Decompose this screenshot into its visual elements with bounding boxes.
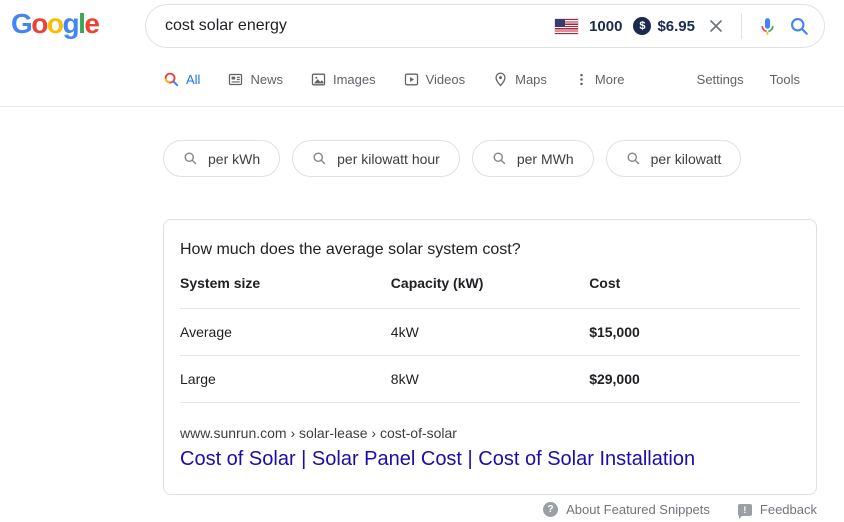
cell-cost: $15,000 — [589, 308, 800, 356]
feedback-icon — [737, 503, 752, 519]
search-input[interactable] — [165, 17, 556, 35]
price-badge: $6.95 — [657, 17, 695, 35]
search-icon — [493, 152, 506, 165]
table-header-capacity: Capacity (kW) — [390, 265, 590, 309]
image-icon — [311, 73, 326, 85]
search-icon — [313, 152, 326, 165]
chip-per-kwh[interactable]: per kWh — [163, 140, 281, 177]
logo-letter: o — [46, 8, 64, 39]
colored-search-icon — [164, 72, 179, 86]
chip-label: per MWh — [516, 150, 574, 167]
result-tabs-bar: All News Images Videos — [0, 52, 844, 107]
tab-videos[interactable]: Videos — [403, 71, 466, 88]
tab-label: Videos — [425, 71, 466, 87]
search-header: Google 1000 $6.95 — [0, 0, 844, 52]
voice-search-mic-icon[interactable] — [757, 16, 778, 37]
chip-label: per kWh — [208, 150, 261, 167]
chip-label: per kilowatt hour — [337, 150, 440, 167]
related-search-chips: per kWh per kilowatt hour per MWh per ki… — [0, 107, 844, 177]
tab-label: News — [250, 71, 283, 87]
chip-per-kilowatt-hour[interactable]: per kilowatt hour — [292, 140, 460, 177]
tab-news[interactable]: News — [227, 71, 283, 88]
logo-letter: e — [84, 8, 100, 39]
cell-capacity: 8kW — [390, 355, 590, 403]
tab-label: All — [186, 71, 201, 87]
settings-menu[interactable]: Settings — [696, 71, 744, 87]
tab-label: Maps — [515, 71, 547, 87]
snippet-question: How much does the average solar system c… — [180, 241, 521, 258]
more-vert-icon — [580, 73, 583, 85]
tab-label: More — [594, 71, 625, 87]
logo-letter: l — [78, 8, 86, 39]
featured-snippet-card: How much does the average solar system c… — [163, 219, 817, 495]
us-flag-icon — [555, 18, 579, 34]
clear-search-icon[interactable] — [706, 16, 726, 36]
search-icon — [184, 152, 197, 165]
tab-more[interactable]: More — [574, 72, 625, 87]
tools-menu[interactable]: Tools — [769, 71, 800, 87]
tab-all[interactable]: All — [163, 71, 200, 88]
feedback-label: Feedback — [759, 502, 817, 517]
about-label: About Featured Snippets — [566, 502, 710, 517]
search-icon — [627, 152, 639, 165]
tab-images[interactable]: Images — [310, 71, 376, 88]
searchbar-divider — [741, 13, 742, 39]
chip-label: per kilowatt — [650, 150, 722, 167]
tab-maps[interactable]: Maps — [492, 71, 547, 88]
search-submit-icon[interactable] — [789, 16, 810, 37]
result-link-title[interactable]: Cost of Solar | Solar Panel Cost | Cost … — [180, 448, 696, 470]
cell-cost: $29,000 — [589, 355, 800, 403]
chip-per-kilowatt[interactable]: per kilowatt — [605, 140, 742, 177]
snippet-table: System size Capacity (kW) Cost Average 4… — [180, 265, 800, 403]
newspaper-icon — [229, 73, 243, 85]
table-header-cost: Cost — [589, 265, 800, 309]
feedback-link[interactable]: Feedback — [737, 502, 817, 519]
table-row: Large 8kW $29,000 — [180, 355, 800, 403]
table-header-system-size: System size — [180, 265, 391, 309]
map-pin-icon — [495, 71, 506, 86]
chip-per-mwh[interactable]: per MWh — [471, 140, 594, 177]
cell-system-size: Large — [180, 355, 391, 403]
extension-count-badge: 1000 — [589, 17, 623, 35]
logo-letter: G — [11, 8, 33, 39]
cell-system-size: Average — [180, 308, 391, 356]
dollar-coin-icon — [633, 17, 652, 35]
search-bar[interactable]: 1000 $6.95 — [145, 4, 825, 48]
video-icon — [404, 73, 418, 85]
snippet-footer: About Featured Snippets Feedback — [163, 495, 817, 519]
logo-letter: o — [31, 8, 48, 39]
table-row: Average 4kW $15,000 — [180, 308, 800, 356]
logo-letter: g — [62, 8, 80, 39]
help-circle-icon — [543, 502, 559, 517]
about-featured-snippets-link[interactable]: About Featured Snippets — [543, 502, 710, 517]
cell-capacity: 4kW — [390, 308, 590, 356]
breadcrumb[interactable]: www.sunrun.com › solar-lease › cost-of-s… — [180, 425, 457, 441]
google-logo[interactable]: Google — [11, 8, 100, 40]
tab-label: Images — [332, 71, 376, 87]
